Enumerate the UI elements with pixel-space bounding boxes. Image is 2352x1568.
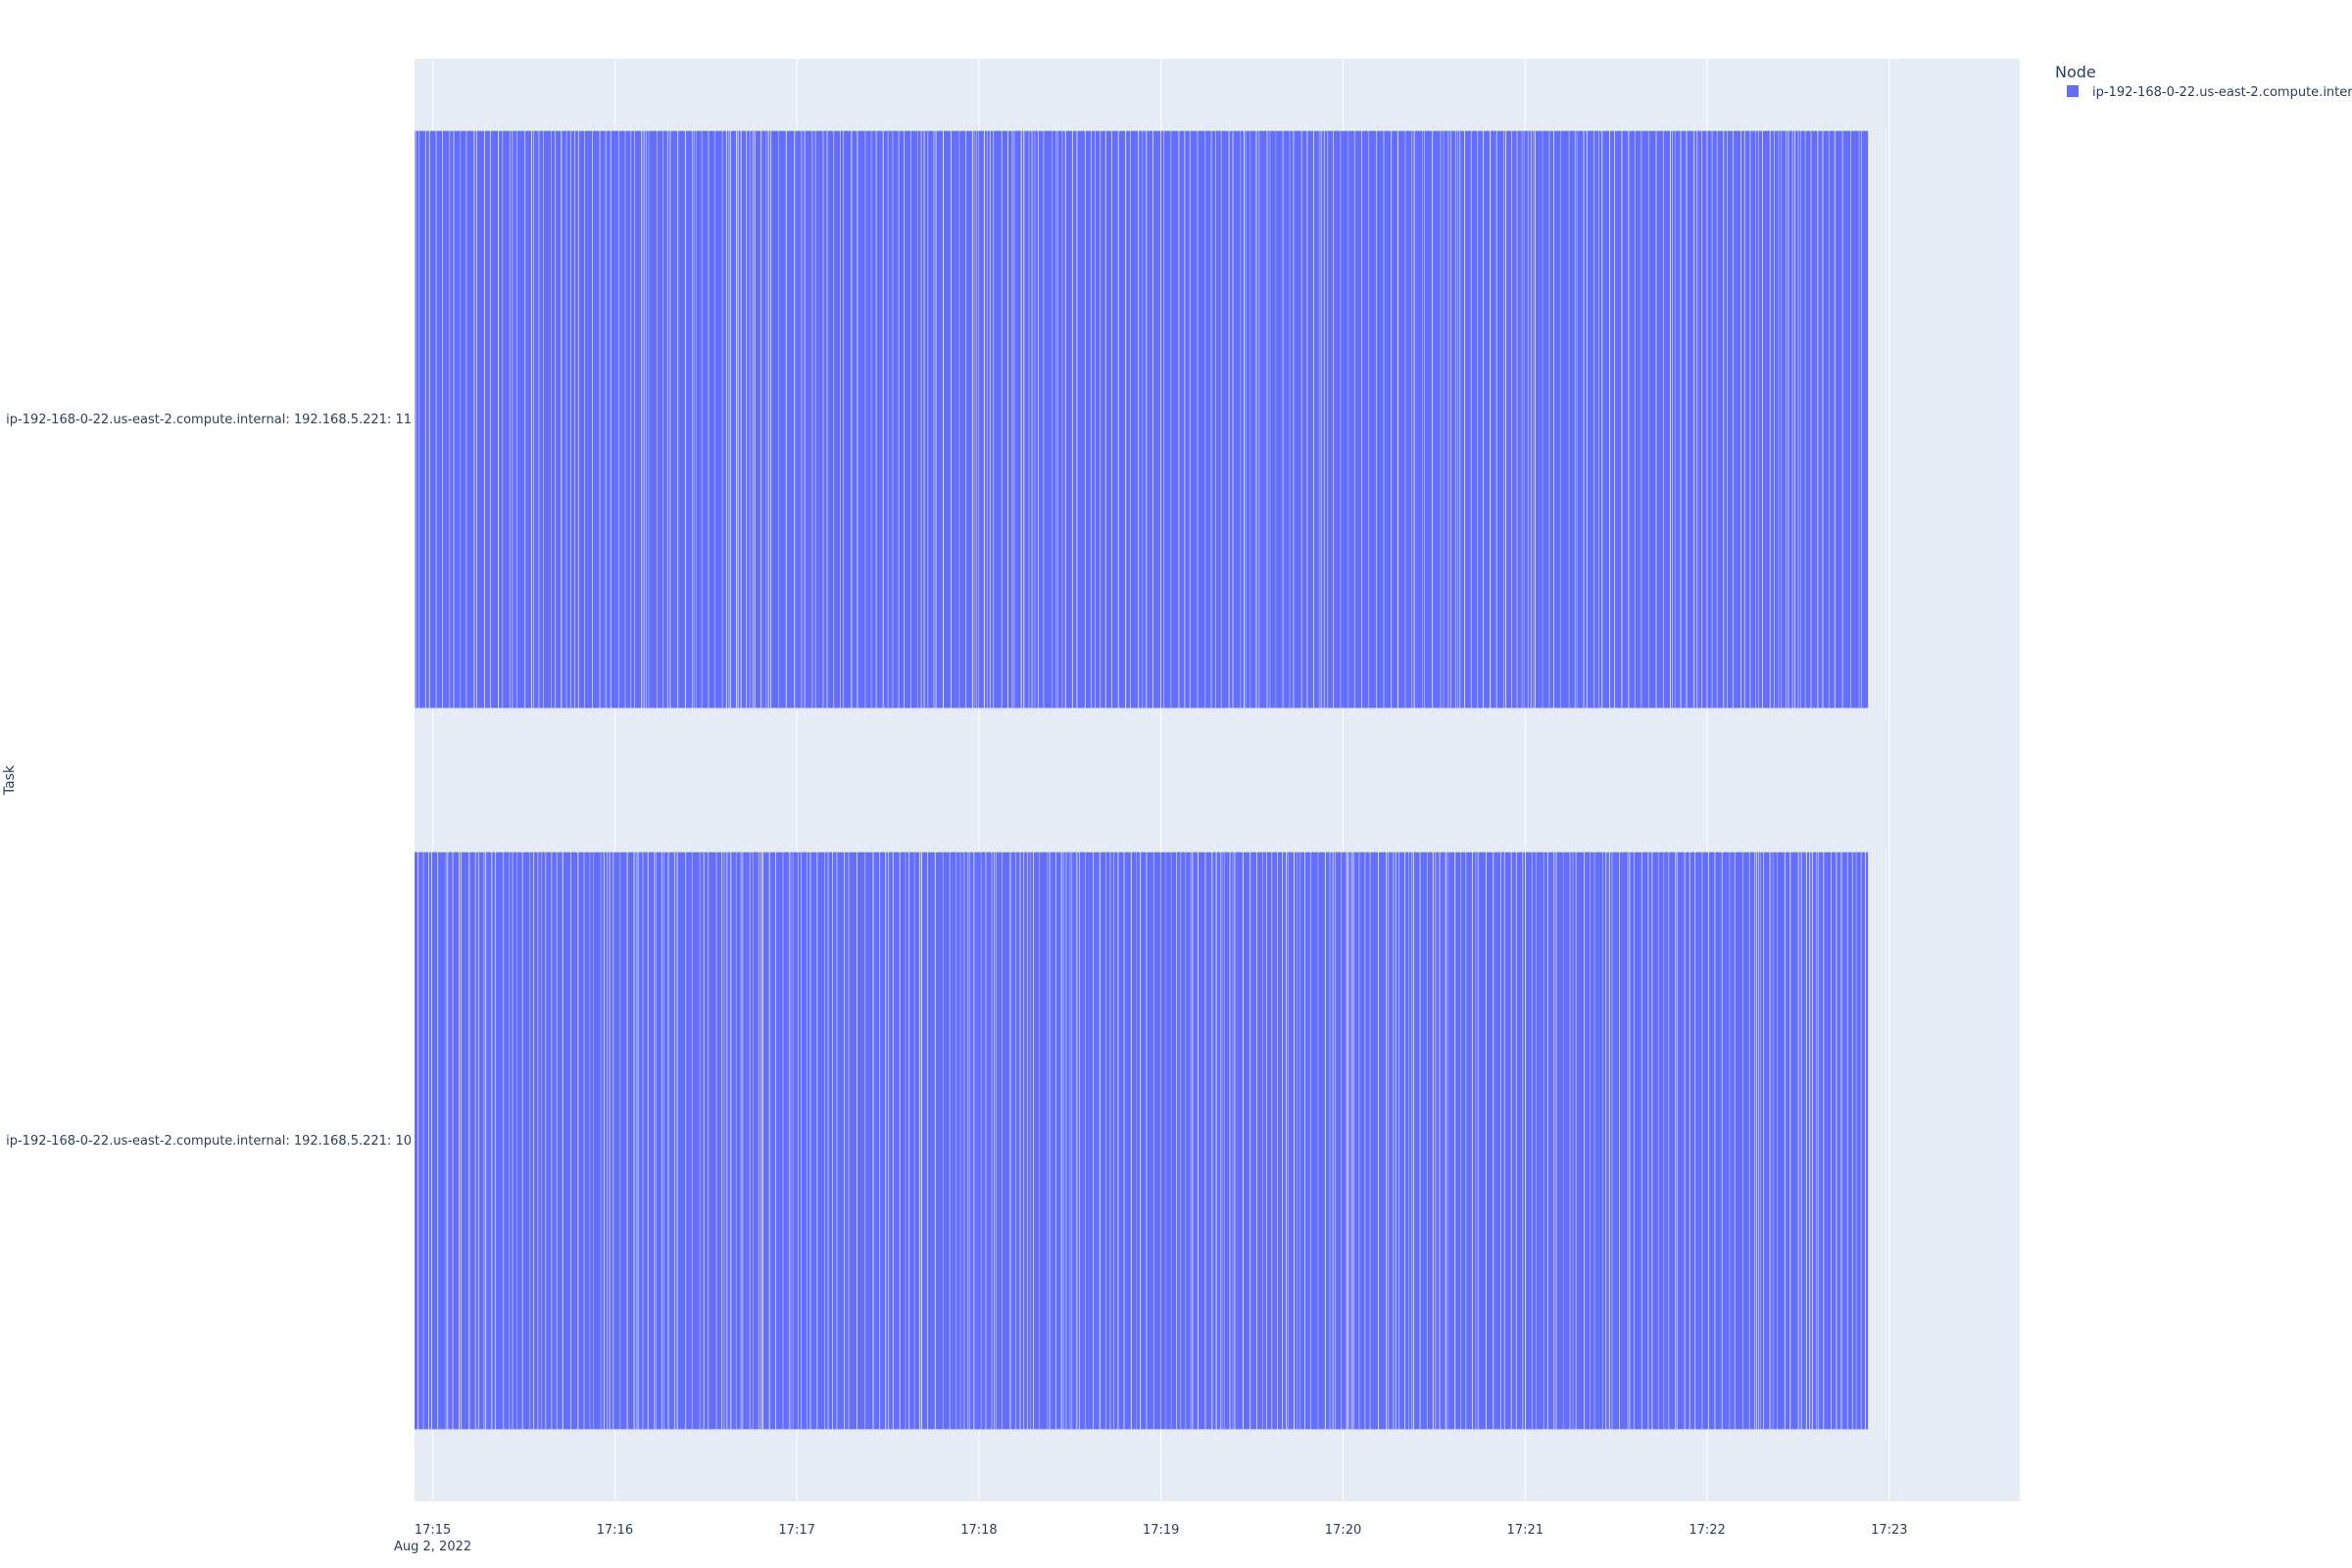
- y-axis-ticks: ip-192-168-0-22.us-east-2.compute.intern…: [6, 413, 412, 1149]
- y-tick-label: ip-192-168-0-22.us-east-2.compute.intern…: [6, 1134, 412, 1149]
- legend-entry-label[interactable]: ip-192-168-0-22.us-east-2.compute.intern…: [2092, 85, 2352, 100]
- task-separators: [417, 852, 1866, 1430]
- x-tick-label: 17:23: [1871, 1523, 1907, 1538]
- task-bar[interactable]: [415, 130, 1869, 709]
- legend-title: Node: [2055, 63, 2096, 81]
- task-separators: [415, 130, 1862, 709]
- x-tick-label: 17:15: [415, 1523, 451, 1538]
- x-tick-label: 17:19: [1143, 1523, 1179, 1538]
- task-bar[interactable]: [415, 852, 1869, 1430]
- legend-swatch[interactable]: [2067, 85, 2079, 97]
- y-axis-title: Task: [2, 764, 18, 796]
- x-tick-label: 17:18: [960, 1523, 997, 1538]
- x-axis-ticks: 17:15 17:16 17:17 17:18 17:19 17:20 17:21 17:22…: [415, 1523, 1908, 1538]
- y-tick-label: ip-192-168-0-22.us-east-2.compute.intern…: [6, 413, 412, 427]
- legend[interactable]: Node ip-192-168-0-22.us-east-2.compute.i…: [2055, 63, 2352, 100]
- bars-layer: [415, 130, 1869, 1430]
- x-axis-date-label: Aug 2, 2022: [394, 1540, 471, 1554]
- x-tick-label: 17:20: [1325, 1523, 1361, 1538]
- x-tick-label: 17:21: [1507, 1523, 1544, 1538]
- x-tick-label: 17:17: [778, 1523, 814, 1538]
- x-tick-label: 17:22: [1689, 1523, 1725, 1538]
- x-tick-label: 17:16: [597, 1523, 633, 1538]
